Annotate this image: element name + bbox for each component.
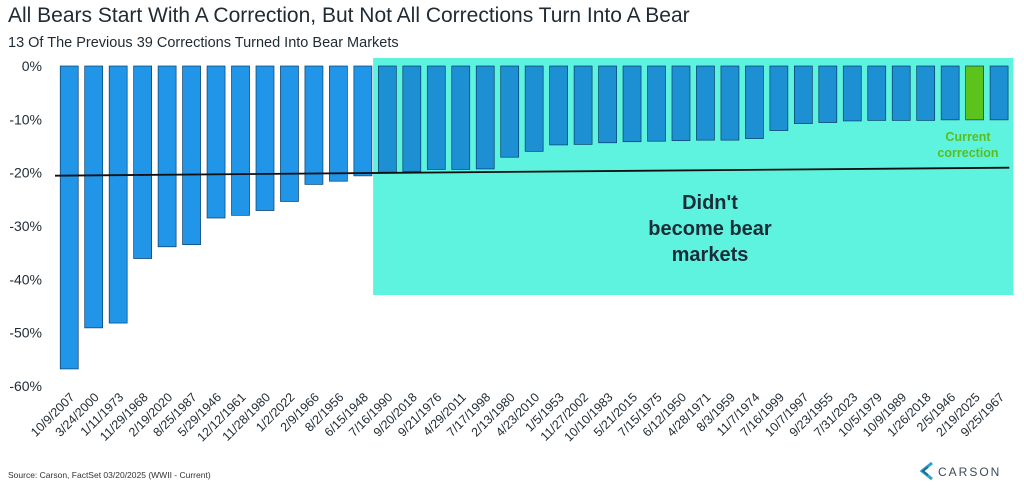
y-tick-label: -60% <box>9 378 42 394</box>
bar-11/27/2002 <box>573 65 593 145</box>
carson-mark-icon <box>919 462 933 480</box>
bear-threshold-line <box>54 166 1010 177</box>
bars-group <box>59 65 1009 370</box>
logo-text: CARSON <box>938 465 1002 479</box>
bar-4/29/2011 <box>451 65 471 170</box>
region-label-line: become bear <box>648 218 772 240</box>
bar-4/28/1971 <box>696 65 715 141</box>
bar-11/7/1974 <box>745 65 764 139</box>
bar-10/10/1983 <box>598 65 617 144</box>
bar-5/21/2015 <box>622 65 642 143</box>
bar-7/16/1990 <box>377 65 397 173</box>
bar-10/5/1979 <box>867 65 887 121</box>
y-tick-label: -50% <box>9 325 42 341</box>
bar-6/12/1950 <box>671 65 691 142</box>
region-label-line: markets <box>672 244 749 266</box>
bar-2/19/2025 <box>965 65 984 121</box>
y-axis-ticks: 0% -10% -20% -30% -40% -50% -60% <box>9 58 42 394</box>
bar-1/26/2018 <box>916 65 936 121</box>
bar-11/28/1980 <box>255 65 275 211</box>
bar-5/29/1946 <box>206 65 226 219</box>
bar-7/17/1998 <box>475 65 495 170</box>
bar-10/9/1989 <box>891 65 911 121</box>
bar-8/2/1956 <box>329 65 348 182</box>
bar-12/12/1961 <box>231 65 250 216</box>
current-annotation: Current correction <box>937 130 998 160</box>
bar-10/7/1997 <box>793 65 813 124</box>
bar-3/24/2000 <box>84 65 104 329</box>
bar-8/3/1959 <box>720 65 740 141</box>
y-tick-label: 0% <box>22 58 42 74</box>
bar-9/20/2018 <box>402 65 422 172</box>
y-tick-label: -40% <box>9 271 42 287</box>
bar-7/31/2023 <box>842 65 862 122</box>
bar-7/16/1999 <box>769 65 789 131</box>
bar-2/19/2020 <box>157 65 177 248</box>
bar-1/5/1953 <box>549 65 568 146</box>
bar-2/5/1946 <box>940 65 960 121</box>
bar-8/25/1987 <box>182 65 201 246</box>
bar-2/9/1966 <box>304 65 324 185</box>
current-label-line: Current <box>945 130 991 144</box>
bar-4/23/2010 <box>524 65 544 152</box>
chart-subtitle: 13 Of The Previous 39 Corrections Turned… <box>8 35 399 51</box>
bar-9/21/1976 <box>426 65 446 170</box>
bar-7/15/1975 <box>647 65 666 142</box>
bar-10/9/2007 <box>59 65 79 370</box>
bar-9/25/1967 <box>989 65 1009 121</box>
bar-2/13/1980 <box>500 65 520 158</box>
bar-6/15/1948 <box>353 65 373 177</box>
region-annotation: Didn't become bear markets <box>648 192 772 266</box>
source-note: Source: Carson, FactSet 03/20/2025 (WWII… <box>8 470 211 480</box>
bar-1/2/2022 <box>280 65 299 202</box>
y-tick-label: -10% <box>9 111 42 127</box>
bar-9/23/1955 <box>818 65 838 123</box>
y-tick-label: -20% <box>9 165 42 181</box>
current-label-line: correction <box>937 146 998 160</box>
bar-1/11/1973 <box>108 65 128 324</box>
y-tick-label: -30% <box>9 218 42 234</box>
carson-logo: CARSON <box>918 462 1018 482</box>
x-axis-labels: 10/9/20073/24/20001/11/197311/29/19682/1… <box>28 390 1007 444</box>
region-label-line: Didn't <box>682 192 738 214</box>
bar-11/29/1968 <box>133 65 152 259</box>
chart-title: All Bears Start With A Correction, But N… <box>8 4 690 27</box>
